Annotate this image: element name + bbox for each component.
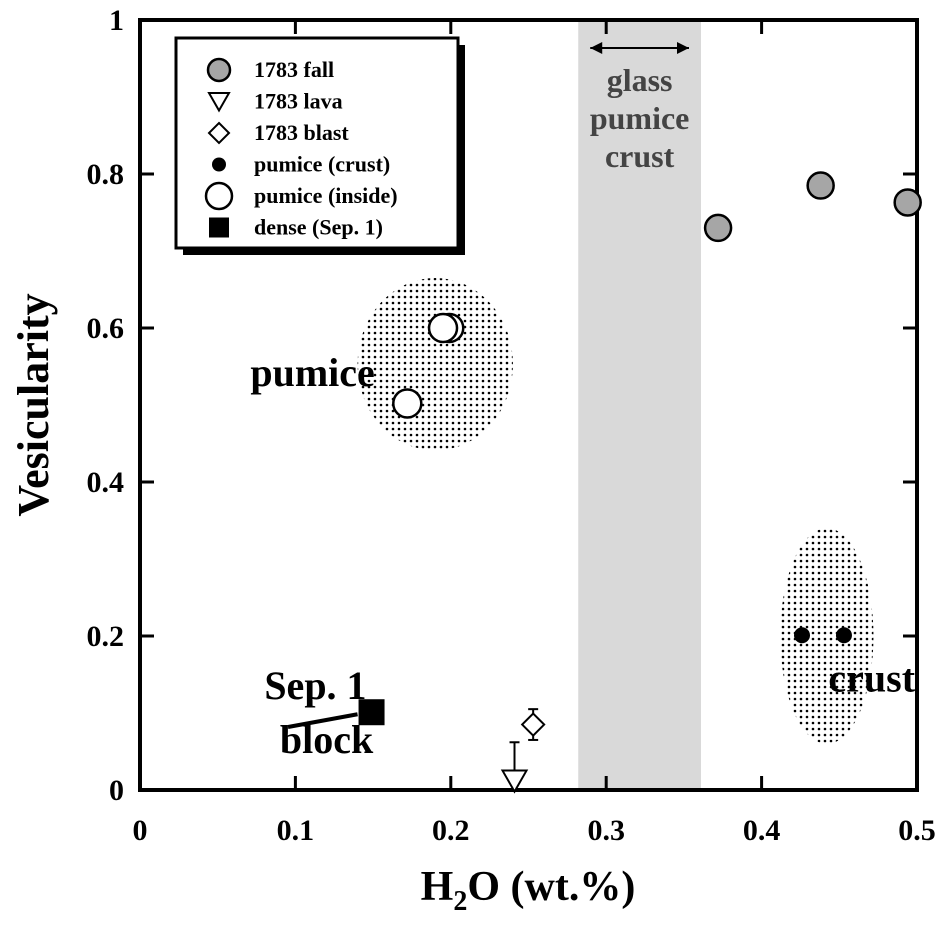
point-diamond-open <box>520 712 546 737</box>
legend-label: pumice (crust) <box>254 152 390 177</box>
legend: 1783 fall 1783 lava 1783 blast pumice (crus… <box>174 36 465 255</box>
band-label-pumice: pumice <box>590 100 690 136</box>
legend-marker-circle-black-small <box>212 157 226 172</box>
band-label-crust: crust <box>605 138 675 174</box>
point-circle-black-small <box>794 627 811 644</box>
point-circle-gray <box>893 188 922 217</box>
x-tick-label: 0.4 <box>743 814 781 847</box>
point-circle-open <box>427 312 459 344</box>
y-tick-label: 1 <box>109 4 124 37</box>
legend-label: 1783 lava <box>254 89 343 114</box>
y-tick-label: 0.2 <box>87 620 125 653</box>
band-arrow-right-head <box>676 42 689 54</box>
legend-marker-triangle-down-open <box>207 92 231 113</box>
band-label-glass: glass <box>607 62 673 98</box>
legend-marker-square-black <box>209 217 229 238</box>
y-axis-title: Vesicularity <box>9 293 58 516</box>
point-circle-black-small <box>835 627 852 644</box>
legend-marker-circle-open <box>204 181 234 211</box>
legend-marker-circle-gray <box>206 57 232 83</box>
plot-frame <box>138 18 919 792</box>
x-axis-title: H2O (wt.%) <box>421 864 636 917</box>
point-circle-open <box>392 388 423 419</box>
legend-marker-diamond-open <box>207 121 231 145</box>
legend-label: 1783 fall <box>254 57 334 82</box>
band-rect <box>578 20 701 790</box>
region-pumice <box>357 277 513 451</box>
point-triangle-down-open <box>500 769 529 794</box>
annotation-sep-1: Sep. 1 <box>264 663 366 708</box>
x-tick-label: 0.3 <box>587 814 625 847</box>
y-tick-label: 0.8 <box>87 158 125 191</box>
annotation-crust: crust <box>828 655 915 700</box>
legend-label: 1783 blast <box>254 120 349 145</box>
y-tick-label: 0 <box>109 774 124 807</box>
y-tick-label: 0.6 <box>87 312 125 345</box>
annotation-pumice: pumice <box>250 350 374 395</box>
x-tick-label: 0.2 <box>432 814 470 847</box>
plot-axes <box>138 18 919 792</box>
x-tick-label: 0.1 <box>277 814 315 847</box>
x-tick-label: 0.5 <box>898 814 936 847</box>
x-tick-label: 0 <box>133 814 148 847</box>
point-circle-gray <box>703 213 733 243</box>
legend-label: pumice (inside) <box>254 183 398 208</box>
axis-titles: H2O (wt.%) Vesicularity <box>9 293 635 917</box>
y-tick-label: 0.4 <box>87 466 125 499</box>
point-circle-gray <box>806 171 835 200</box>
region-crust <box>780 528 874 744</box>
band-arrow-left-head <box>590 42 603 54</box>
sep-block-pointer <box>287 712 358 729</box>
point-square-black <box>358 699 385 726</box>
data-points <box>358 171 922 794</box>
legend-label: dense (Sep. 1) <box>254 215 383 240</box>
axis-ticks: 0 0.1 0.2 0.3 0.4 0.5 0 0.2 0.4 0.6 0.8 1 <box>87 4 936 847</box>
